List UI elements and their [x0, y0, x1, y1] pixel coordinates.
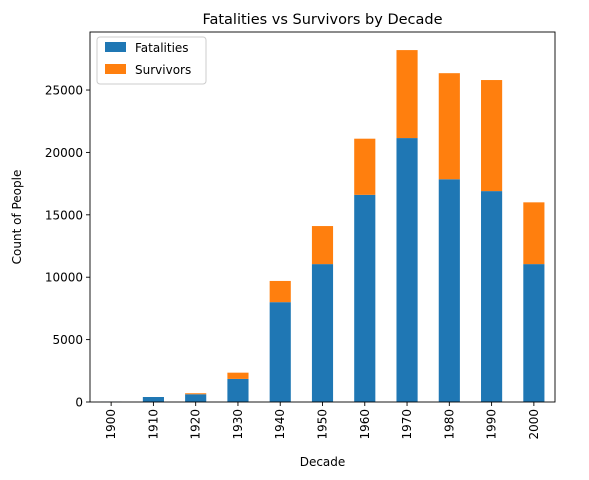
- bars-group: [101, 50, 545, 402]
- y-tick-label: 0: [75, 396, 83, 410]
- bar-survivors-2000: [523, 202, 544, 264]
- y-tick-label: 15000: [45, 208, 83, 222]
- bar-survivors-1930: [227, 373, 248, 379]
- x-tick-label: 1930: [231, 409, 245, 440]
- bar-fatalities-1990: [481, 191, 502, 402]
- bar-survivors-1920: [185, 393, 206, 394]
- bar-fatalities-1940: [270, 302, 291, 402]
- bar-survivors-1940: [270, 281, 291, 302]
- legend-swatch-fatalities: [105, 42, 126, 52]
- bar-survivors-1950: [312, 226, 333, 264]
- bar-fatalities-2000: [523, 264, 544, 402]
- x-tick-label: 1950: [316, 409, 330, 440]
- x-tick-label: 1990: [485, 409, 499, 440]
- legend-label-survivors: Survivors: [135, 63, 191, 77]
- bar-survivors-1980: [439, 73, 460, 179]
- x-tick-label: 1940: [273, 409, 287, 440]
- x-tick-label: 1960: [358, 409, 372, 440]
- bar-fatalities-1920: [185, 394, 206, 402]
- bar-survivors-1960: [354, 139, 375, 195]
- legend-label-fatalities: Fatalities: [135, 41, 189, 55]
- y-tick-label: 20000: [45, 146, 83, 160]
- x-axis-label: Decade: [300, 455, 346, 469]
- y-tick-label: 25000: [45, 84, 83, 98]
- legend-swatch-survivors: [105, 64, 126, 74]
- bar-survivors-1990: [481, 80, 502, 191]
- y-axis: 0 5000 10000 15000 20000 25000: [45, 84, 90, 410]
- y-tick-label: 5000: [52, 333, 83, 347]
- x-axis: 1900 1910 1920 1930 1940 1950 1960 1970 1980 1990…: [104, 402, 541, 440]
- x-tick-label: 1970: [400, 409, 414, 440]
- x-tick-label: 1900: [104, 409, 118, 440]
- legend: Fatalities Survivors: [97, 37, 206, 84]
- x-tick-label: 1910: [146, 409, 160, 440]
- bar-fatalities-1910: [143, 397, 164, 402]
- y-axis-label: Count of People: [10, 170, 24, 265]
- bar-fatalities-1950: [312, 264, 333, 402]
- chart-title: Fatalities vs Survivors by Decade: [202, 12, 442, 28]
- bar-fatalities-1980: [439, 179, 460, 402]
- x-tick-label: 1920: [189, 409, 203, 440]
- x-tick-label: 2000: [527, 409, 541, 440]
- bar-fatalities-1930: [227, 379, 248, 402]
- x-tick-label: 1980: [442, 409, 456, 440]
- bar-fatalities-1970: [396, 138, 417, 402]
- y-tick-label: 10000: [45, 271, 83, 285]
- bar-survivors-1970: [396, 50, 417, 138]
- bar-fatalities-1960: [354, 195, 375, 402]
